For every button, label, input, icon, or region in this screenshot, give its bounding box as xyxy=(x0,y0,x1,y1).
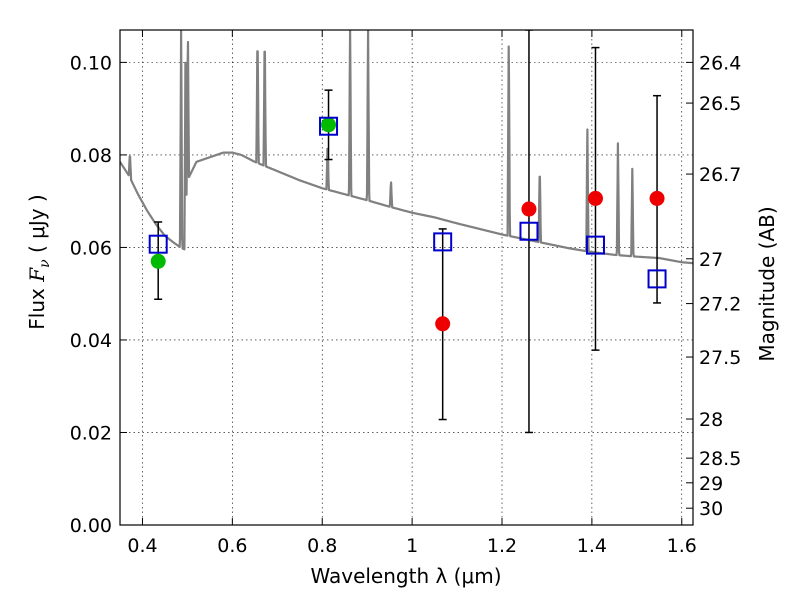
y-axis-label: Flux Fν ( μJy ) xyxy=(25,194,53,329)
mag-tick-label: 26.7 xyxy=(699,164,741,186)
axis-ticks: 0.4 0.6 0.8 1 1.2 1.4 1.6 0.00 0.02 0.04 0.06 0.08 0… xyxy=(70,30,741,557)
y-tick-label: 0.06 xyxy=(70,237,112,259)
mag-tick-label: 29 xyxy=(699,473,723,495)
model-photometry-point xyxy=(647,269,667,289)
x-tick-label: 1.2 xyxy=(487,535,517,557)
detection-point xyxy=(150,253,166,269)
model-photometry-point xyxy=(433,232,453,252)
x-tick-label: 1.4 xyxy=(577,535,607,557)
mag-tick-label: 26.4 xyxy=(699,52,741,74)
model-photometry-point xyxy=(148,234,168,254)
mag-tick-label: 28.5 xyxy=(699,448,741,470)
magnitude-axis-label: Magnitude (AB) xyxy=(755,206,779,361)
mag-tick-label: 26.5 xyxy=(699,93,741,115)
mag-tick-label: 30 xyxy=(699,498,723,520)
y-tick-label: 0.00 xyxy=(70,515,112,537)
markers xyxy=(148,116,667,332)
plot-frame xyxy=(119,29,694,526)
y-tick-label: 0.04 xyxy=(70,330,112,352)
model-photometry-point xyxy=(585,235,605,255)
limit-point xyxy=(649,190,665,206)
limit-point xyxy=(435,316,451,332)
x-axis-label: Wavelength λ (μm) xyxy=(310,564,501,588)
y-tick-label: 0.08 xyxy=(70,145,112,167)
mag-tick-label: 27 xyxy=(699,249,723,271)
y-tick-label: 0.10 xyxy=(70,52,112,74)
limit-point xyxy=(587,190,603,206)
x-tick-label: 0.4 xyxy=(127,535,157,557)
detection-point xyxy=(321,117,337,133)
grid xyxy=(120,30,693,526)
x-tick-label: 0.8 xyxy=(307,535,337,557)
limit-point xyxy=(521,201,537,217)
mag-tick-label: 27.2 xyxy=(699,294,741,316)
x-tick-label: 1.6 xyxy=(667,535,697,557)
x-tick-label: 1 xyxy=(406,535,418,557)
x-tick-label: 0.6 xyxy=(217,535,247,557)
mag-tick-label: 28 xyxy=(699,409,723,431)
y-tick-label: 0.02 xyxy=(70,422,112,444)
model-photometry-point xyxy=(319,116,339,136)
mag-tick-label: 27.5 xyxy=(699,347,741,369)
model-photometry-point xyxy=(519,221,539,241)
